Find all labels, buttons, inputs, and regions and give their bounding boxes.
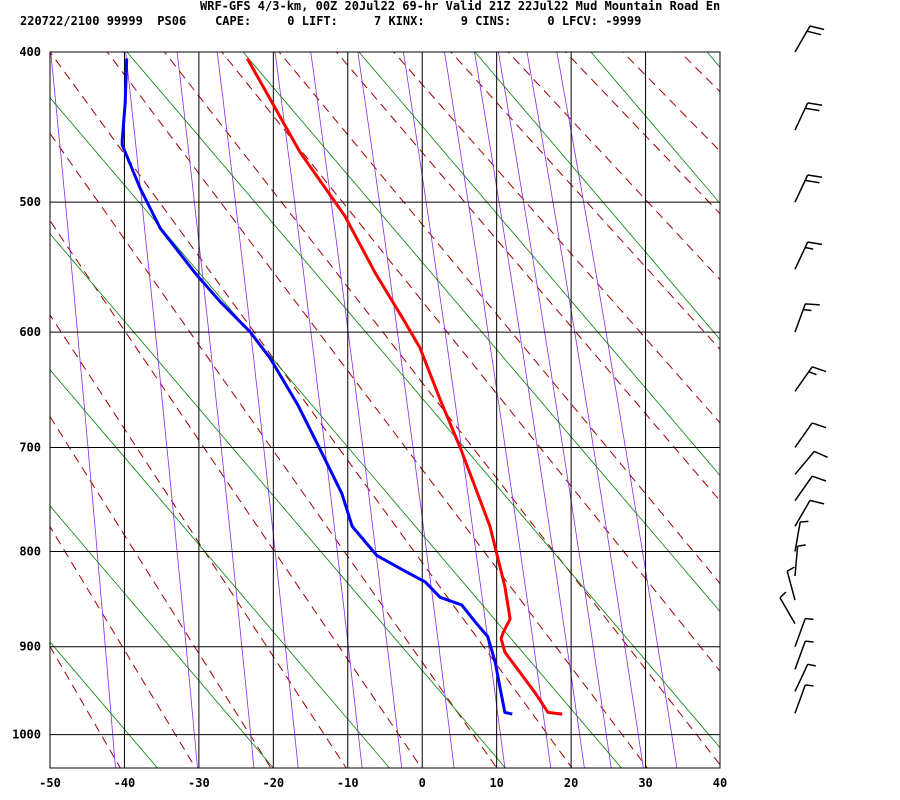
wind-barb bbox=[794, 450, 828, 475]
profile-line bbox=[245, 57, 563, 716]
mixing-ratio-line bbox=[357, 52, 455, 768]
reference-lines bbox=[50, 52, 720, 768]
wind-barb bbox=[794, 475, 827, 502]
x-tick-label: 10 bbox=[489, 776, 503, 790]
moist-adiabat bbox=[242, 52, 720, 613]
moist-adiabat bbox=[50, 97, 622, 768]
wind-barb bbox=[794, 241, 823, 270]
dry-adiabat bbox=[564, 52, 720, 215]
mixing-ratio-line bbox=[526, 52, 644, 768]
y-tick-label: 800 bbox=[19, 545, 41, 559]
wind-barbs bbox=[779, 25, 828, 714]
mixing-ratio-line bbox=[402, 52, 506, 768]
chart-title: WRF-GFS 4/3-km, 00Z 20Jul22 69-hr Valid … bbox=[200, 0, 720, 13]
mixing-ratio-line bbox=[125, 52, 198, 768]
wind-barb bbox=[794, 303, 820, 333]
y-tick-label: 900 bbox=[19, 640, 41, 654]
wind-barb bbox=[794, 102, 823, 131]
wind-barb bbox=[794, 684, 814, 714]
mixing-ratio-line bbox=[474, 52, 585, 768]
wind-barb bbox=[779, 591, 796, 625]
moist-adiabat bbox=[50, 505, 274, 768]
dry-adiabat bbox=[335, 52, 720, 502]
dry-adiabat bbox=[106, 52, 648, 768]
dry-adiabat bbox=[50, 645, 121, 768]
x-tick-label: -50 bbox=[39, 776, 61, 790]
y-tick-label: 600 bbox=[19, 325, 41, 339]
x-tick-label: -30 bbox=[188, 776, 210, 790]
profiles bbox=[120, 57, 563, 716]
x-tick-label: 40 bbox=[713, 776, 727, 790]
moist-adiabat bbox=[50, 369, 390, 768]
x-tick-label: -20 bbox=[262, 776, 284, 790]
mixing-ratio-line bbox=[216, 52, 299, 768]
mixing-ratio-line bbox=[310, 52, 403, 768]
wind-barb bbox=[794, 25, 825, 53]
y-tick-label: 700 bbox=[19, 440, 41, 454]
wind-barb bbox=[794, 640, 814, 670]
x-tick-label: -40 bbox=[114, 776, 136, 790]
y-tick-label: 500 bbox=[19, 195, 41, 209]
wind-barb bbox=[794, 499, 825, 527]
wind-barb bbox=[794, 174, 823, 203]
wind-barb bbox=[794, 366, 827, 392]
mixing-ratio-line bbox=[274, 52, 363, 768]
moist-adiabat bbox=[50, 233, 506, 768]
dry-adiabat bbox=[50, 314, 347, 768]
wind-barb bbox=[786, 566, 796, 601]
dry-adiabat bbox=[163, 52, 720, 766]
moist-adiabat bbox=[358, 52, 720, 477]
chart-subtitle: 220722/2100 99999 PS06 CAPE: 0 LIFT: 7 K… bbox=[20, 14, 641, 28]
dry-adiabat bbox=[507, 52, 720, 281]
wind-barb bbox=[794, 544, 806, 577]
dry-adiabat bbox=[50, 415, 272, 768]
dry-adiabat bbox=[50, 132, 498, 768]
x-tick-label: -10 bbox=[337, 776, 359, 790]
plot-frame bbox=[49, 51, 721, 769]
profile-line bbox=[120, 58, 513, 716]
dry-adiabat bbox=[50, 219, 423, 768]
x-tick-label: 20 bbox=[564, 776, 578, 790]
moist-adiabat bbox=[590, 52, 720, 204]
moist-adiabat bbox=[126, 52, 720, 749]
x-tick-label: 0 bbox=[419, 776, 426, 790]
mixing-ratio-line bbox=[50, 52, 116, 768]
mixing-ratio-line bbox=[444, 52, 552, 768]
x-tick-label: 30 bbox=[638, 776, 652, 790]
mixing-ratio-line bbox=[556, 52, 678, 768]
dry-adiabat bbox=[50, 52, 573, 768]
moist-adiabat bbox=[50, 641, 158, 768]
moist-adiabat bbox=[474, 52, 720, 341]
wind-barb bbox=[794, 422, 827, 448]
wind-barb bbox=[794, 617, 814, 647]
mixing-ratio-line bbox=[176, 52, 255, 768]
wind-barb bbox=[794, 663, 816, 692]
wind-barb bbox=[794, 520, 809, 552]
y-tick-label: 400 bbox=[19, 45, 41, 59]
mixing-ratio-line bbox=[497, 52, 612, 768]
dry-adiabat bbox=[450, 52, 720, 351]
y-tick-label: 1000 bbox=[12, 728, 41, 742]
dry-adiabat bbox=[221, 52, 720, 672]
